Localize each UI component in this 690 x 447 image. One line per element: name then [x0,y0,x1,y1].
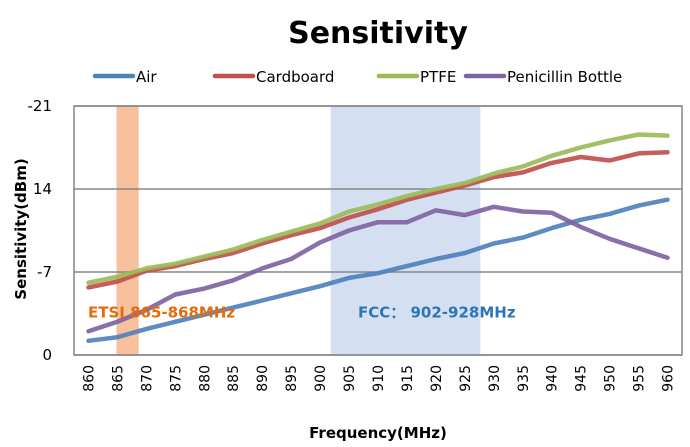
x-axis-title: Frequency(MHz) [309,424,447,442]
x-tick-label: 945 [574,365,590,392]
series-lines [86,132,670,344]
x-tick-label: 920 [429,365,445,392]
x-tick-label: 890 [255,365,271,392]
x-tick-label: 935 [516,365,532,392]
annotation-etsi: ETSI 865-868MHz [88,304,235,322]
x-tick-label: 930 [487,365,503,392]
legend-label: Penicillin Bottle [507,68,622,86]
legend-label: PTFE [420,68,456,86]
plot-area [73,105,683,356]
y-tick-label: 14 [33,180,52,198]
x-axis-ticks: 860 865 870 875 880 885 890 895 900 905 910 915 920 9… [81,365,676,392]
x-tick-label: 895 [284,365,300,392]
band-etsi [116,106,139,355]
x-tick-label: 885 [226,365,242,392]
y-axis-ticks: 0 -7 14 -21 [28,97,53,364]
x-tick-label: 910 [371,365,387,392]
x-tick-label: 950 [603,365,619,392]
annotation-fcc: FCC： 902-928MHz [358,304,516,322]
annotations: ETSI 865-868MHz FCC： 902-928MHz [88,304,516,322]
legend: Air Cardboard PTFE Penicillin Bottle [92,68,622,86]
x-tick-label: 905 [342,365,358,392]
y-axis-title: Sensitivity(dBm) [12,158,30,299]
x-tick-label: 960 [661,365,677,392]
x-tick-label: 860 [81,365,97,392]
x-tick-label: 955 [632,365,648,392]
x-tick-label: 900 [313,365,329,392]
x-tick-label: 925 [458,365,474,392]
legend-label: Cardboard [256,68,334,86]
x-tick-label: 915 [400,365,416,392]
series-line-cardboard [86,149,670,290]
x-tick-label: 940 [545,365,561,392]
x-tick-label: 880 [197,365,213,392]
x-tick-label: 875 [168,365,184,392]
legend-label: Air [136,68,157,86]
x-tick-label: 865 [110,365,126,392]
x-tick-label: 870 [139,365,155,392]
chart-title: Sensitivity [288,16,468,51]
y-tick-label: -7 [37,263,52,281]
series-line-ptfe [86,132,670,285]
y-tick-label: 0 [42,346,52,364]
y-tick-label: -21 [28,97,53,115]
series-line-penicillin-bottle [86,204,670,334]
